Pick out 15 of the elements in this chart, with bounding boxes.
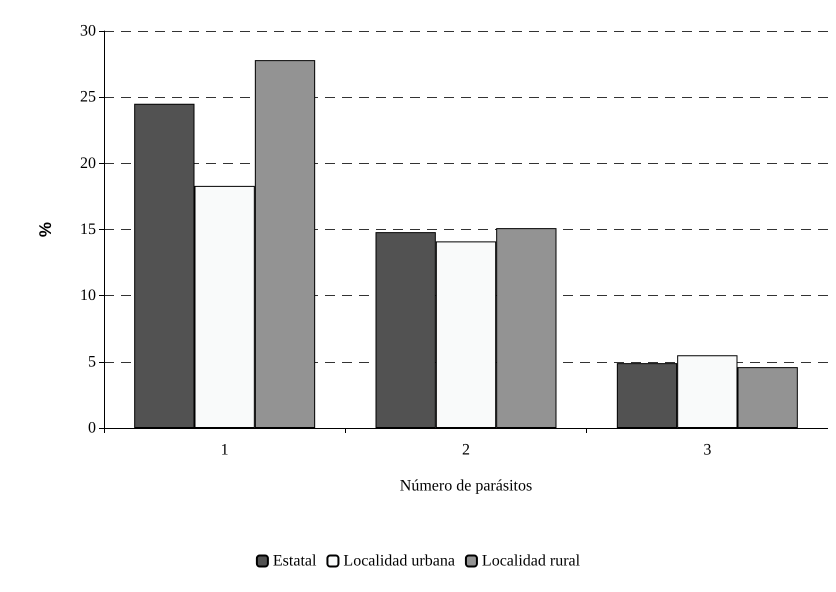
x-axis-title: Número de parásitos: [400, 478, 532, 494]
y-tick-label: 0: [88, 420, 96, 436]
y-tick-label: 10: [80, 287, 96, 304]
y-tick-label: 15: [80, 221, 96, 238]
x-tick-label: 1: [220, 442, 229, 458]
y-tick-label: 5: [88, 353, 96, 370]
y-axis-title: %: [36, 222, 55, 238]
legend-label: Estatal: [272, 552, 317, 570]
x-tick-label: 3: [703, 442, 712, 458]
y-tick-label: 25: [80, 88, 96, 106]
legend-label: Localidad urbana: [343, 552, 455, 570]
y-tick-label: 20: [80, 154, 96, 172]
y-tick-label: 30: [80, 22, 96, 40]
x-tick-label: 2: [462, 442, 470, 458]
legend-label: Localidad rural: [482, 552, 581, 570]
